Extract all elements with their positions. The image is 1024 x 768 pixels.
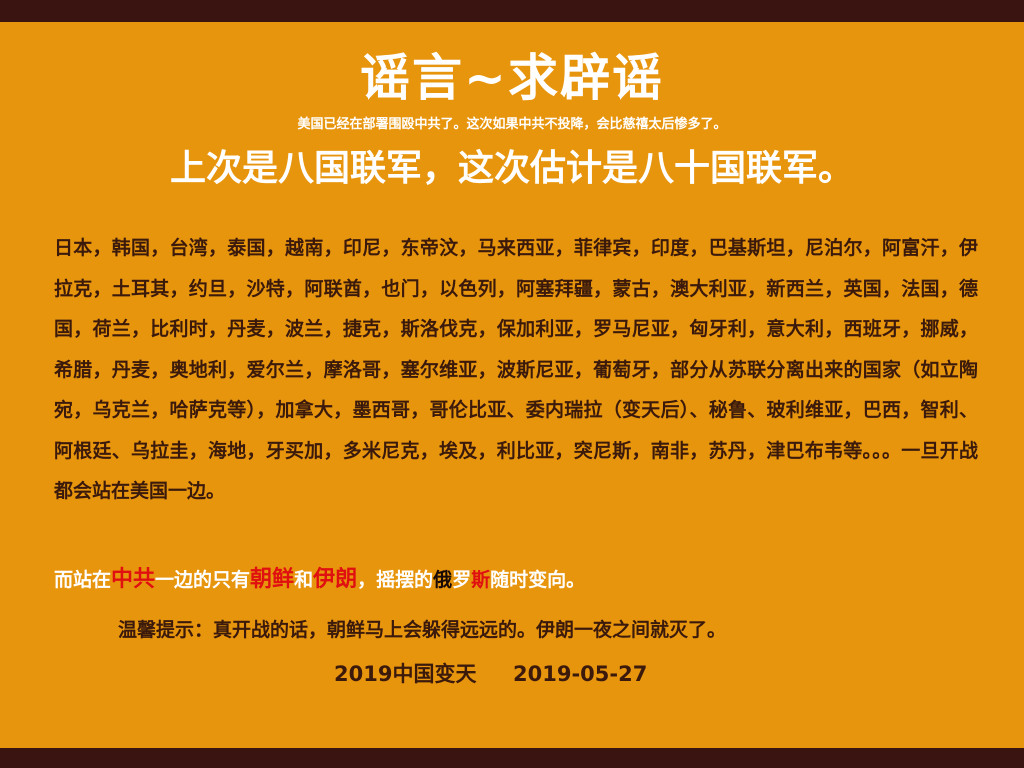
poster-headline: 上次是八国联军，这次估计是八十国联军。 bbox=[169, 148, 854, 189]
allies-text-2: 一边的只有 bbox=[155, 569, 251, 591]
poster-subtitle: 美国已经在部署围殴中共了。这次如果中共不投降，会比慈禧太后惨多了。 bbox=[297, 117, 727, 132]
allies-north-korea: 朝鲜 bbox=[250, 567, 295, 592]
allies-ccp: 中共 bbox=[111, 567, 156, 592]
footer-line: 2019中国变天 2019-05-27 bbox=[334, 654, 834, 694]
allies-russia-char-3: 斯 bbox=[471, 569, 491, 591]
allies-text-5: 随时变向。 bbox=[490, 569, 586, 591]
footer-label: 2019中国变天 bbox=[334, 662, 477, 686]
allies-russia-char-2: 罗 bbox=[452, 569, 472, 591]
allies-text-1: 而站在 bbox=[54, 569, 112, 591]
footer-date: 2019-05-27 bbox=[513, 662, 648, 686]
warm-tip: 温馨提示：真开战的话，朝鲜马上会躲得远远的。伊朗一夜之间就灭了。 bbox=[118, 619, 727, 641]
allies-text-3: 和 bbox=[294, 569, 314, 591]
country-list-paragraph: 日本，韩国，台湾，泰国，越南，印尼，东帝汶，马来西亚，菲律宾，印度，巴基斯坦，尼… bbox=[54, 237, 978, 502]
bottom-border bbox=[0, 748, 1024, 768]
top-border bbox=[0, 0, 1024, 22]
poster-title: 谣言~求辟谣 bbox=[360, 49, 664, 107]
allies-russia-char-1: 俄 bbox=[433, 569, 453, 591]
allies-line: 而站在中共一边的只有朝鲜和伊朗，摇摆的俄罗斯随时变向。 bbox=[54, 560, 978, 600]
poster-panel bbox=[0, 22, 1024, 748]
allies-iran: 伊朗 bbox=[313, 567, 358, 592]
allies-text-4: ，摇摆的 bbox=[357, 569, 434, 591]
